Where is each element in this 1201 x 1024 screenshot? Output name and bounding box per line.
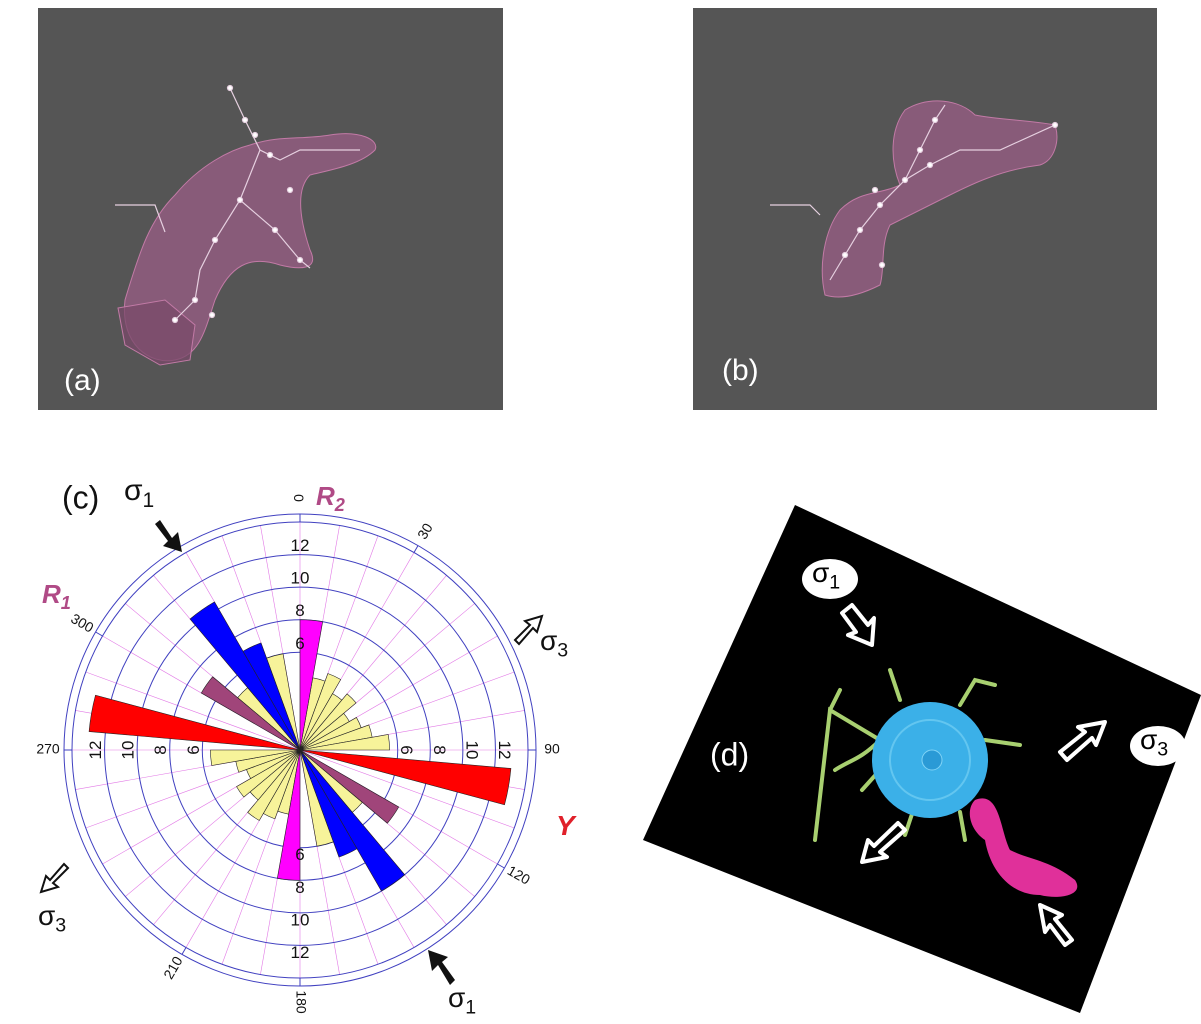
skeleton-b [770, 104, 1059, 281]
rose-petal [88, 694, 301, 751]
r-tick-label: 6 [295, 634, 304, 653]
annotation-subscript: 2 [334, 495, 345, 515]
r-tick-label: 6 [397, 745, 416, 754]
stress-arrow [155, 520, 182, 552]
angle-tick [413, 545, 419, 553]
rose-petal [200, 676, 301, 751]
annotation-subscript: 1 [465, 997, 476, 1019]
angle-label: 270 [36, 741, 60, 757]
angle-label: 120 [505, 862, 533, 888]
panel-label: (c) [62, 479, 99, 515]
angle-label: 300 [68, 610, 96, 636]
angle-tick [181, 947, 187, 955]
minor-spoke [299, 749, 515, 829]
soma-ring [889, 719, 971, 801]
annotation-subscript: 3 [55, 915, 66, 937]
angle-label: 90 [544, 741, 560, 757]
rose-petal [299, 749, 400, 824]
panel-label: (b) [722, 354, 759, 387]
annotation: σ3 [540, 625, 568, 661]
ring [104, 554, 496, 946]
annotation-text: σ [124, 474, 143, 507]
annotation-text: σ [812, 557, 829, 588]
r-tick-label: 10 [119, 741, 138, 760]
annotation-text: σ [38, 900, 55, 931]
rose-petal [299, 734, 390, 751]
angle-label: 210 [160, 953, 186, 981]
annotation-text: R [42, 579, 61, 609]
r-tick-label: 10 [291, 910, 310, 929]
minor-spoke [85, 671, 301, 751]
annotation-bubble [1130, 726, 1186, 766]
annotation-subscript: 3 [1157, 739, 1168, 761]
angle-label: 30 [414, 520, 436, 542]
rose-petal [242, 642, 301, 751]
angle-tick [95, 631, 103, 637]
rose-petal [189, 601, 301, 751]
r-tick-label: 8 [295, 601, 304, 620]
annotation: σ1 [812, 557, 840, 593]
rose-petal [299, 749, 512, 806]
annotation-text: R [316, 481, 335, 511]
r-tick-label: 6 [295, 845, 304, 864]
ring [136, 586, 464, 914]
render-a [117, 133, 377, 366]
stress-arrow [39, 862, 70, 894]
r-tick-label: 8 [430, 745, 449, 754]
rose-petal [299, 673, 342, 751]
annotation: Y [556, 810, 577, 841]
angle-label: 180 [293, 990, 309, 1014]
rose-petal [299, 749, 406, 892]
annotation-text: Y [556, 810, 577, 841]
rose-petal [299, 693, 357, 751]
stress-arrow [513, 614, 544, 646]
annotation: σ3 [1140, 724, 1168, 760]
skeleton-a [115, 84, 360, 324]
r-tick-label: 8 [151, 745, 170, 754]
rose-petal [210, 749, 301, 766]
r-tick-label: 6 [184, 745, 203, 754]
annotation-text: σ [448, 982, 465, 1013]
annotation-text: σ [1140, 724, 1157, 755]
annotation-subscript: 1 [143, 489, 155, 512]
rose-petal [299, 749, 358, 858]
rose-petal [299, 619, 323, 751]
angle-tick [497, 863, 505, 869]
r-tick-label: 8 [295, 878, 304, 897]
annotation-text: σ [540, 625, 557, 656]
stress-arrows [840, 603, 1107, 947]
vessel [969, 798, 1078, 897]
r-tick-label: 12 [291, 536, 310, 555]
panel-b-background [693, 8, 1157, 410]
r-tick-label: 10 [291, 569, 310, 588]
r-tick-label: 12 [291, 943, 310, 962]
panel-label: (a) [64, 364, 101, 397]
annotation: σ3 [38, 900, 66, 936]
panel-label: (d) [710, 736, 749, 772]
angle-label: 0 [291, 494, 307, 502]
annotation: R1 [42, 579, 71, 613]
annotation-subscript: 1 [61, 593, 71, 613]
rose-petal [247, 749, 301, 821]
annotation-subscript: 1 [829, 572, 840, 594]
annotation-bubble [802, 559, 858, 599]
soma-center [921, 749, 943, 771]
annotation: σ1 [124, 474, 154, 512]
r-tick-label: 10 [462, 741, 481, 760]
stress-arrow [428, 950, 455, 985]
rose-petal [277, 749, 301, 881]
rose-petal [236, 749, 301, 798]
annotation-subscript: 3 [557, 640, 568, 662]
annotation: R2 [316, 481, 345, 515]
r-tick-label: 12 [495, 741, 514, 760]
r-tick-label: 12 [86, 741, 105, 760]
annotation: σ1 [448, 982, 476, 1018]
